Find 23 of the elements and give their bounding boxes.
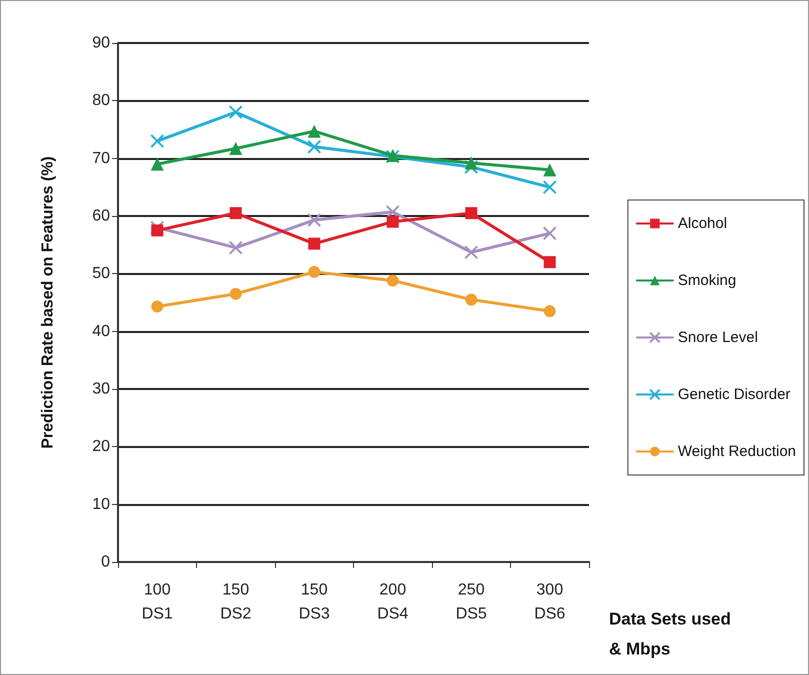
x-tick-label: 150 DS3 [298, 582, 330, 622]
y-tick-label: 40 [92, 322, 110, 340]
y-tick-label: 10 [92, 496, 110, 513]
y-tick-label: 50 [92, 265, 110, 282]
legend-label: Snore Level [678, 329, 758, 346]
legend-label: Genetic Disorder [678, 386, 790, 403]
y-tick-label: 70 [92, 150, 110, 167]
legend-label: Alcohol [678, 215, 728, 232]
y-tick-label: 20 [92, 438, 110, 456]
y-tick-label: 90 [92, 34, 110, 52]
x-tick-label: 250 DS5 [456, 582, 487, 622]
y-tick-label: 0 [101, 554, 110, 570]
x-tick-label: 200 DS4 [377, 582, 408, 622]
y-tick-label: 60 [92, 208, 110, 224]
x-tick-label: 150 DS2 [220, 582, 252, 622]
x-tick-label: 300 DS6 [534, 582, 566, 622]
y-tick-label: 30 [92, 380, 110, 398]
legend-label: Smoking [678, 272, 736, 289]
y-tick-label: 80 [92, 92, 110, 110]
x-tick-label: 100 DS1 [142, 582, 173, 622]
legend-label: Weight Reduction [678, 443, 796, 460]
x-axis-title: Data Sets used & Mbps [609, 610, 731, 658]
y-axis-title: Prediction Rate based on Features (%) [40, 156, 56, 449]
